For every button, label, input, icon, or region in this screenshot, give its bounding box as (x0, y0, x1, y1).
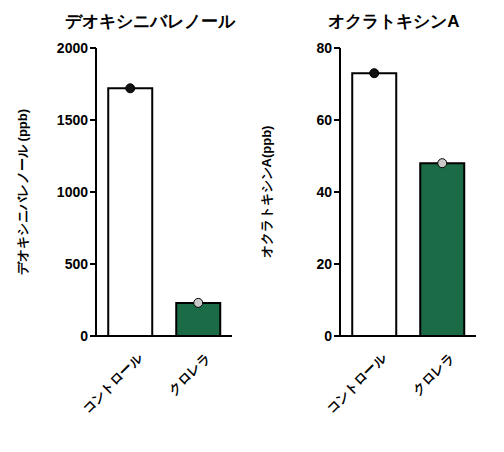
svg-text:オクラトキシンA(ppb): オクラトキシンA(ppb) (259, 126, 274, 259)
svg-text:2000: 2000 (57, 40, 88, 56)
svg-text:クロレラ: クロレラ (410, 350, 457, 397)
svg-text:500: 500 (65, 256, 89, 272)
html-text:オクラトキシンA: オクラトキシンA (328, 12, 460, 31)
svg-text:デオキシニバレノール (ppb): デオキシニバレノール (ppb) (15, 109, 30, 275)
svg-text:コントロール: コントロール (79, 350, 145, 416)
svg-text:60: 60 (316, 112, 332, 128)
svg-text:0: 0 (80, 328, 88, 344)
svg-text:40: 40 (316, 184, 332, 200)
html-text:デオキシニバレノール: デオキシニバレノール (65, 12, 235, 31)
svg-text:1500: 1500 (57, 112, 88, 128)
svg-text:クロレラ: クロレラ (166, 350, 213, 397)
svg-text:0: 0 (324, 328, 332, 344)
svg-text:コントロール: コントロール (323, 350, 389, 416)
svg-text:20: 20 (316, 256, 332, 272)
svg-text:1000: 1000 (57, 184, 88, 200)
svg-text:80: 80 (316, 40, 332, 56)
